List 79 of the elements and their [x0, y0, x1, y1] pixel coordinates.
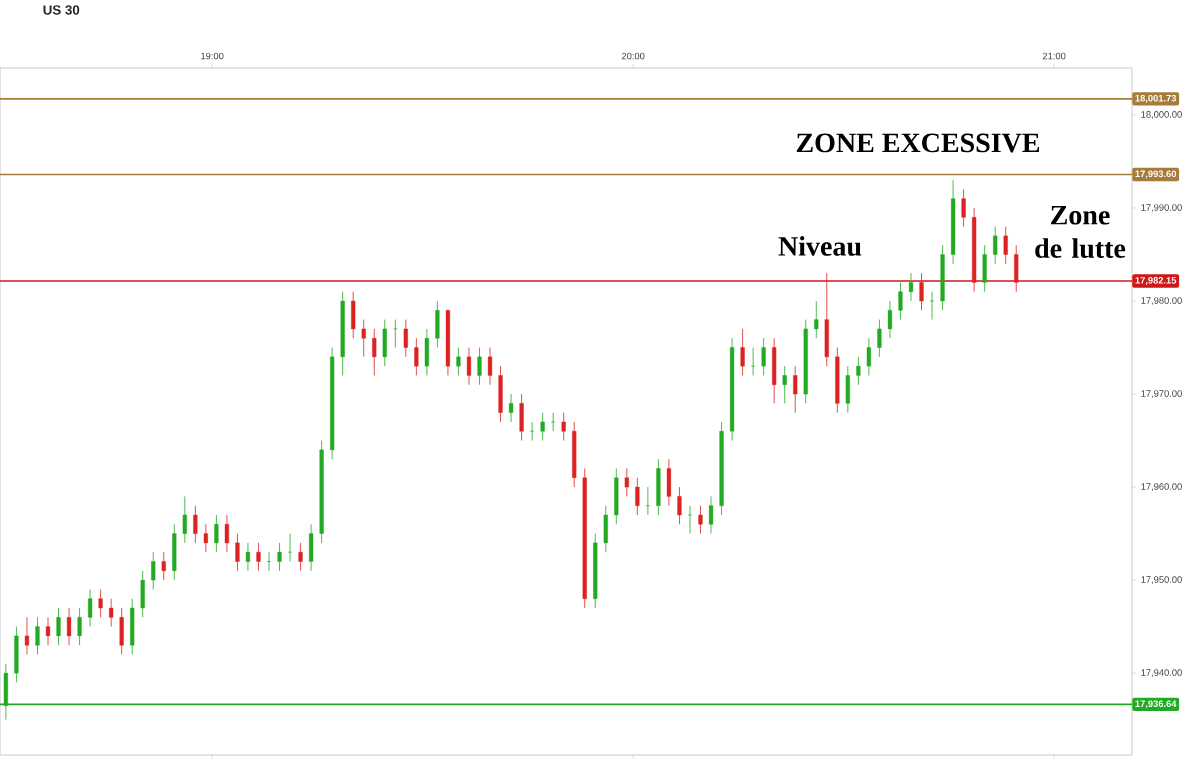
chart-title: US 30: [43, 5, 80, 15]
y-tick-label: 17,970.00: [1141, 390, 1182, 398]
candlestick: [645, 486, 650, 516]
candlestick: [35, 616, 40, 655]
candlestick: [561, 412, 566, 441]
candlestick: [898, 282, 903, 321]
candlestick: [635, 477, 640, 516]
candlestick: [856, 356, 861, 386]
candlestick: [98, 589, 103, 618]
candlestick: [677, 486, 682, 525]
candlestick: [993, 226, 998, 265]
y-tick-label: 17,950.00: [1141, 576, 1182, 584]
x-tick-label: 21:00: [1042, 52, 1066, 60]
candlestick: [56, 607, 61, 646]
candlestick: [266, 551, 272, 572]
candlestick: [45, 616, 51, 646]
candlestick: [530, 421, 535, 441]
candlestick: [24, 616, 30, 655]
ref-line-label: 18,001.73: [1135, 94, 1177, 103]
candlestick: [151, 551, 156, 590]
candlestick: [214, 514, 219, 553]
candlestick: [361, 319, 366, 358]
candlestick: [761, 337, 766, 376]
candlestick: [487, 347, 493, 386]
candlestick: [245, 542, 251, 572]
candlestick: [740, 328, 745, 376]
y-tick-label: 17,980.00: [1141, 297, 1182, 305]
candlestick: [908, 272, 914, 302]
annotation: ZONE EXCESSIVE: [796, 133, 1040, 153]
candlestick: [508, 393, 514, 423]
candlestick: [793, 365, 798, 414]
candlestick: [224, 514, 230, 553]
annotation: Niveau: [778, 236, 862, 256]
candlestick: [372, 328, 377, 376]
candlestick: [929, 291, 935, 321]
candlestick: [687, 505, 693, 534]
candlestick: [961, 188, 966, 227]
candlestick: [624, 468, 629, 497]
candlestick: [77, 607, 82, 646]
candlestick: [287, 533, 293, 562]
candlestick: [161, 551, 166, 581]
candlestick: [203, 523, 208, 553]
candlestick: [540, 412, 545, 441]
candlestick: [698, 505, 703, 534]
ref-line-label: 17,982.15: [1135, 277, 1177, 285]
y-tick-label: 17,940.00: [1141, 669, 1182, 677]
candlestick: [466, 347, 472, 386]
candlestick: [814, 300, 819, 339]
candlestick: [551, 412, 556, 432]
candlestick: [298, 542, 303, 572]
candlestick: [877, 319, 882, 358]
x-tick-label: 20:00: [621, 52, 645, 60]
ref-line-label: 17,993.60: [1135, 170, 1177, 179]
candlestick: [88, 589, 93, 628]
candlestick: [708, 495, 714, 534]
candlestick: [751, 347, 756, 376]
y-tick-label: 18,000.00: [1141, 111, 1182, 119]
candlestick: [66, 607, 72, 646]
annotation: Zone de lutte: [1035, 205, 1126, 258]
candlestick: [1003, 226, 1008, 265]
candlestick: [477, 347, 482, 386]
candlestick: [919, 272, 924, 311]
candlestick: [256, 542, 261, 572]
y-tick-label: 17,960.00: [1141, 483, 1182, 491]
x-tick-label: 19:00: [201, 52, 224, 60]
candlestick: [182, 495, 187, 544]
candlestick: [277, 542, 282, 572]
candlestick: [866, 337, 871, 376]
candlestick: [887, 300, 893, 339]
candlestick: [782, 365, 787, 404]
candlestick: [235, 533, 240, 572]
candlestick: [403, 319, 408, 358]
candlestick: [414, 337, 419, 376]
candlestick: [109, 598, 114, 628]
candlestick: [393, 319, 398, 348]
y-tick-label: 17,990.00: [1141, 204, 1182, 212]
candlestick: [193, 505, 198, 544]
ref-line-label: 17,936.64: [1135, 700, 1177, 709]
candlestick: [456, 347, 461, 376]
